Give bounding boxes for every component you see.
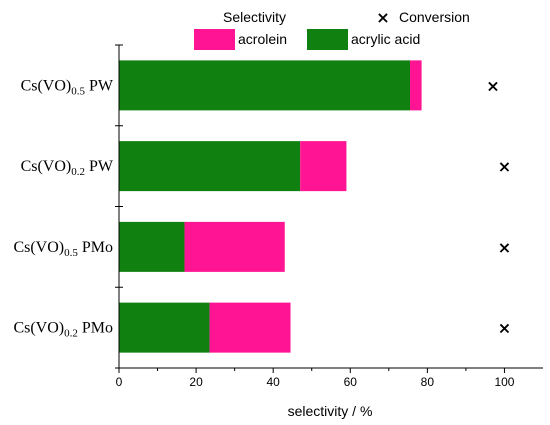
bar-acrylic-acid-1 xyxy=(119,60,411,111)
legend-swatch-acrylic-acid xyxy=(307,29,348,50)
bar-acrylic-acid-2 xyxy=(119,141,301,192)
bar-acrylic-acid-4 xyxy=(119,302,210,353)
bar-acrolein-1 xyxy=(410,60,422,111)
x-tick-label: 40 xyxy=(267,375,281,389)
legend: Selectivity acrolein acrylic acid × Conv… xyxy=(194,8,470,50)
x-tick-label: 20 xyxy=(189,375,203,389)
bar-acrolein-3 xyxy=(184,221,285,272)
bar-acrolein-2 xyxy=(300,141,347,192)
legend-label-acrylic-acid: acrylic acid xyxy=(351,31,420,47)
category-label-3: Cs(VO)0.5 PMo xyxy=(13,239,113,259)
legend-swatch-acrolein xyxy=(194,29,235,50)
x-tick-label: 0 xyxy=(116,375,123,389)
legend-selectivity-title: Selectivity xyxy=(223,9,286,25)
plot-area: × × × × xyxy=(119,60,511,353)
legend-label-acrolein: acrolein xyxy=(238,31,287,47)
conversion-marker-3: × xyxy=(498,238,511,257)
legend-conversion-marker: × xyxy=(376,8,389,27)
conversion-marker-4: × xyxy=(498,319,511,338)
x-tick-label: 100 xyxy=(494,375,514,389)
conversion-marker-2: × xyxy=(498,157,511,176)
category-label-1: Cs(VO)0.5 PW xyxy=(21,77,114,97)
category-label-4: Cs(VO)0.2 PMo xyxy=(13,320,113,340)
legend-conversion-title: Conversion xyxy=(399,9,470,25)
bar-acrolein-4 xyxy=(209,302,291,353)
conversion-marker-1: × xyxy=(486,76,499,95)
bar-acrylic-acid-3 xyxy=(119,221,185,272)
x-tick-label: 60 xyxy=(344,375,358,389)
x-tick-label: 80 xyxy=(421,375,435,389)
axes: Cs(VO)0.5 PW Cs(VO)0.2 PW Cs(VO)0.5 PMo Cs(… xyxy=(13,44,543,389)
x-axis-title: selectivity / % xyxy=(288,403,373,419)
category-label-2: Cs(VO)0.2 PW xyxy=(21,158,114,178)
